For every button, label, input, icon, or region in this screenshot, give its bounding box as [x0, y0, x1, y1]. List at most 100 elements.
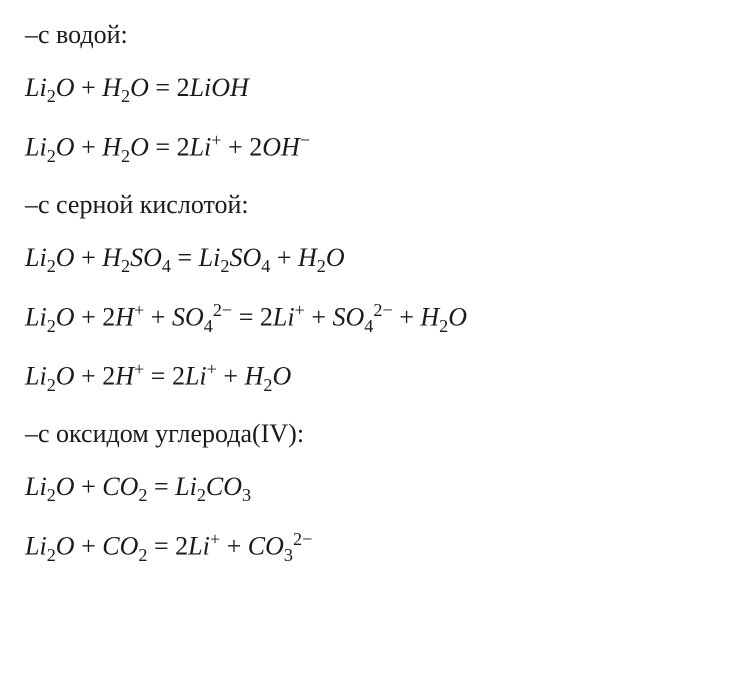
header-text: с оксидом углерода — [38, 419, 252, 448]
equals: = — [239, 302, 260, 331]
term: Li — [25, 302, 47, 331]
plus: + — [223, 362, 238, 391]
term: Li — [25, 472, 47, 501]
term: Li — [199, 243, 221, 272]
equation-water-molecular: Li2O + H2O = 2LiOH — [25, 72, 725, 108]
equals: = — [154, 472, 175, 501]
term: O — [448, 302, 467, 331]
sup: + — [134, 359, 144, 379]
equals: = — [155, 133, 176, 162]
sub: 2 — [220, 256, 229, 276]
coef: 2 — [260, 302, 273, 331]
sub: 2 — [138, 545, 147, 565]
plus: + — [81, 302, 96, 331]
sub: 4 — [261, 256, 270, 276]
term: CO — [102, 532, 138, 561]
term: O — [56, 302, 75, 331]
coef: 2 — [175, 532, 188, 561]
plus: + — [81, 243, 96, 272]
section-header-water: –с водой: — [25, 20, 725, 50]
plus: + — [81, 472, 96, 501]
coef: 2 — [172, 362, 185, 391]
sub: 4 — [364, 316, 373, 336]
term: Li — [25, 133, 47, 162]
sub: 2 — [47, 146, 56, 166]
sub: 2 — [439, 316, 448, 336]
term: CO — [102, 472, 138, 501]
term: Li — [25, 532, 47, 561]
plus: + — [81, 133, 96, 162]
term: O — [326, 243, 345, 272]
term: H — [420, 302, 439, 331]
sub: 2 — [47, 86, 56, 106]
section-header-sulfuric: –с серной кислотой: — [25, 190, 725, 220]
term: Li — [190, 133, 212, 162]
sub: 2 — [263, 375, 272, 395]
sub: 3 — [284, 545, 293, 565]
coef: 2 — [102, 362, 115, 391]
term: SO — [172, 302, 204, 331]
term: H — [102, 133, 121, 162]
sub: 2 — [47, 256, 56, 276]
paren-close: ) — [288, 419, 297, 448]
sub: 2 — [121, 86, 130, 106]
term: CO — [206, 472, 242, 501]
plus: + — [311, 302, 326, 331]
sup: + — [134, 300, 144, 320]
equation-carbon-ionic: Li2O + CO2 = 2Li+ + CO32− — [25, 529, 725, 567]
colon: : — [297, 419, 304, 448]
sub: 2 — [197, 485, 206, 505]
plus: + — [81, 532, 96, 561]
sup: + — [207, 359, 217, 379]
term: LiOH — [190, 73, 249, 102]
sup: 2− — [293, 529, 312, 549]
equals: = — [151, 362, 172, 391]
term: Li — [25, 243, 47, 272]
sup: 2− — [373, 300, 392, 320]
sub: 2 — [138, 485, 147, 505]
sub: 2 — [47, 375, 56, 395]
sup: + — [211, 130, 221, 150]
equation-sulfuric-net-ionic: Li2O + 2H+ = 2Li+ + H2O — [25, 359, 725, 397]
dash: – — [25, 20, 38, 49]
term: Li — [25, 73, 47, 102]
term: SO — [332, 302, 364, 331]
sub: 2 — [47, 545, 56, 565]
dash: – — [25, 419, 38, 448]
paren-open: ( — [252, 419, 261, 448]
term: Li — [185, 362, 207, 391]
term: CO — [248, 532, 284, 561]
plus: + — [228, 133, 243, 162]
term: O — [130, 73, 149, 102]
term: H — [298, 243, 317, 272]
equation-sulfuric-full-ionic: Li2O + 2H+ + SO42− = 2Li+ + SO42− + H2O — [25, 300, 725, 338]
term: SO — [130, 243, 162, 272]
coef: 2 — [177, 73, 190, 102]
section-header-carbon: –с оксидом углерода(IV): — [25, 419, 725, 449]
term: O — [56, 243, 75, 272]
term: O — [56, 532, 75, 561]
sub: 2 — [121, 256, 130, 276]
sub: 2 — [47, 316, 56, 336]
term: Li — [188, 532, 210, 561]
plus: + — [227, 532, 242, 561]
term: OH — [262, 133, 300, 162]
term: O — [56, 362, 75, 391]
term: H — [115, 302, 134, 331]
sub: 3 — [242, 485, 251, 505]
term: H — [115, 362, 134, 391]
plus: + — [277, 243, 292, 272]
term: Li — [25, 362, 47, 391]
term: Li — [273, 302, 295, 331]
term: O — [56, 472, 75, 501]
sup: 2− — [213, 300, 232, 320]
term: O — [272, 362, 291, 391]
term: H — [245, 362, 264, 391]
dash: – — [25, 190, 38, 219]
coef: 2 — [249, 133, 262, 162]
plus: + — [399, 302, 414, 331]
plus: + — [81, 73, 96, 102]
sup: − — [300, 130, 310, 150]
term: H — [102, 243, 121, 272]
coef: 2 — [102, 302, 115, 331]
